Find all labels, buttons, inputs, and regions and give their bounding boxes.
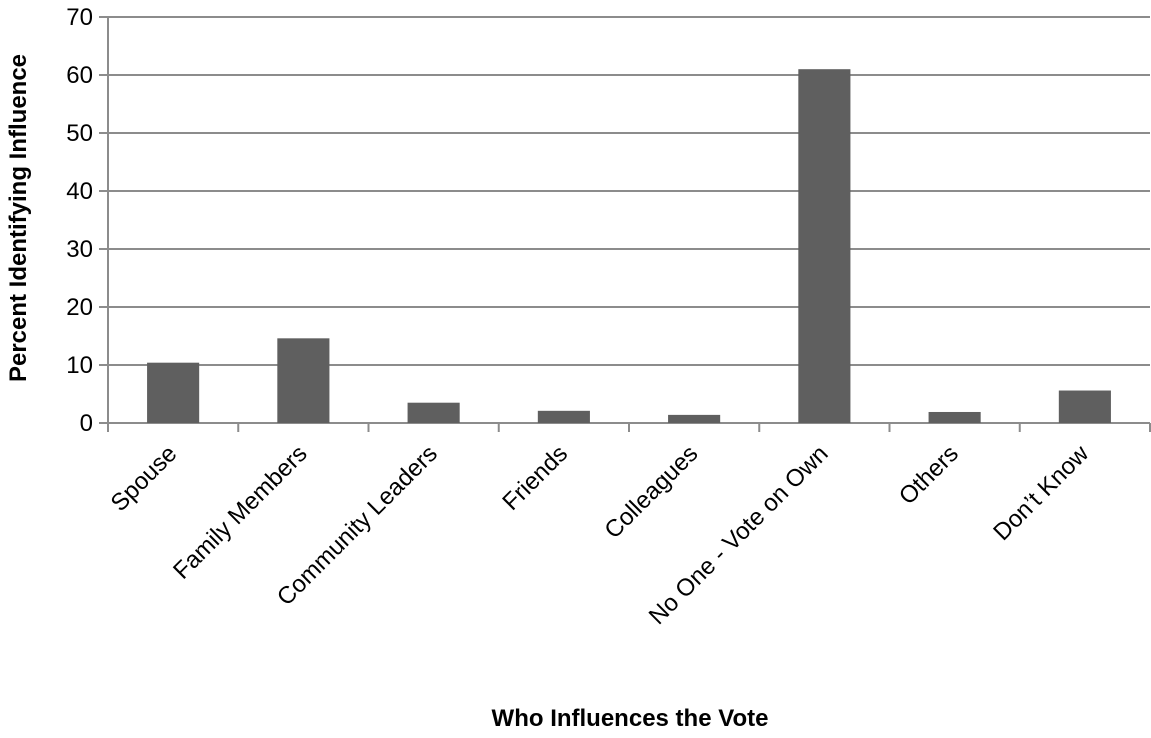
y-tick-label: 30 <box>66 236 93 263</box>
bar <box>798 69 851 423</box>
y-tick-label: 50 <box>66 120 93 147</box>
y-tick-label: 0 <box>80 410 93 437</box>
x-axis-title: Who Influences the Vote <box>492 705 769 732</box>
y-axis: 0 10 20 30 40 50 60 70 <box>66 4 109 437</box>
x-tick-label: Colleagues <box>599 440 703 544</box>
y-tick-label: 70 <box>66 4 93 31</box>
gridlines <box>108 16 1150 366</box>
y-tick-label: 20 <box>66 294 93 321</box>
bars <box>147 69 1111 423</box>
x-tick-label: Don’t Know <box>988 440 1094 546</box>
y-tick-label: 60 <box>66 62 93 89</box>
x-tick-label: Friends <box>497 440 573 516</box>
bar <box>928 411 981 423</box>
y-tick-label: 40 <box>66 178 93 205</box>
y-tick-label: 10 <box>66 352 93 379</box>
x-tick-label: Others <box>894 440 964 510</box>
bar <box>407 402 460 423</box>
bar <box>277 338 330 423</box>
bar <box>1058 390 1111 423</box>
bar <box>537 410 590 423</box>
x-tick-label: Family Members <box>168 440 313 585</box>
bar <box>147 362 200 423</box>
bar <box>668 414 721 423</box>
y-axis-title: Percent Identifying Influence <box>5 54 32 382</box>
x-tick-label: Spouse <box>106 440 183 517</box>
